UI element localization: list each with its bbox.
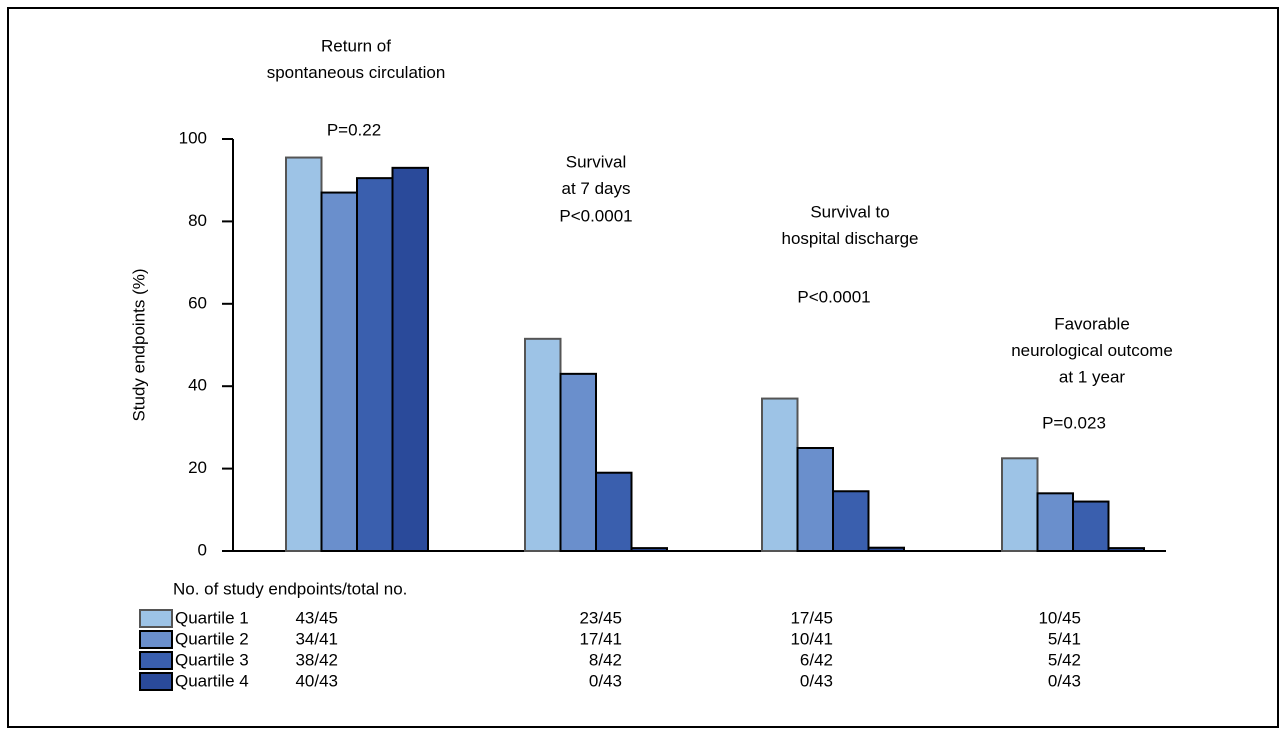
p-value: P<0.0001 — [559, 206, 632, 225]
legend-label: Quartile 3 — [175, 650, 249, 669]
group-title: at 1 year — [1059, 367, 1125, 386]
legend-swatch — [139, 609, 173, 628]
table-cell: 17/45 — [790, 608, 833, 627]
bar — [867, 546, 905, 552]
group-title: Survival — [566, 152, 626, 171]
bar — [761, 397, 799, 552]
bar — [356, 177, 394, 552]
y-axis-title: Study endpoints (%) — [129, 268, 148, 421]
p-value: P=0.22 — [327, 120, 381, 139]
bar — [595, 471, 633, 552]
frame — [7, 7, 1279, 728]
bar — [1107, 547, 1145, 553]
y-tick-label: 80 — [188, 211, 207, 230]
table-cell: 10/45 — [1038, 608, 1081, 627]
table-cell: 5/42 — [1048, 650, 1081, 669]
table-cell: 17/41 — [579, 629, 622, 648]
legend-swatch — [139, 672, 173, 691]
table-cell: 43/45 — [295, 608, 338, 627]
legend-label: Quartile 4 — [175, 671, 249, 690]
group-title: Survival to — [810, 202, 889, 221]
group-title: neurological outcome — [1011, 341, 1173, 360]
table-cell: 0/43 — [800, 671, 833, 690]
table-cell: 8/42 — [589, 650, 622, 669]
group-title: spontaneous circulation — [267, 63, 446, 82]
legend-label: Quartile 1 — [175, 608, 249, 627]
bar — [391, 166, 429, 552]
y-tick-label: 0 — [198, 540, 207, 559]
bar — [285, 156, 323, 552]
bar — [832, 490, 870, 553]
legend-label: Quartile 2 — [175, 629, 249, 648]
group-title: at 7 days — [562, 179, 631, 198]
group-title: hospital discharge — [781, 229, 918, 248]
y-tick-label: 100 — [179, 128, 207, 147]
y-tick-label: 20 — [188, 458, 207, 477]
group-title: Return of — [321, 36, 391, 55]
bar — [1036, 492, 1074, 553]
y-tick-label: 60 — [188, 293, 207, 312]
bar — [559, 372, 597, 552]
legend-swatch — [139, 630, 173, 649]
bar — [524, 337, 562, 552]
table-cell: 5/41 — [1048, 629, 1081, 648]
p-value: P=0.023 — [1042, 413, 1106, 432]
y-tick-label: 40 — [188, 376, 207, 395]
table-cell: 6/42 — [800, 650, 833, 669]
table-cell: 0/43 — [1048, 671, 1081, 690]
table-cell: 40/43 — [295, 671, 338, 690]
table-cell: 0/43 — [589, 671, 622, 690]
bar — [1001, 457, 1039, 552]
table-cell: 10/41 — [790, 629, 833, 648]
p-value: P<0.0001 — [797, 287, 870, 306]
table-header: No. of study endpoints/total no. — [173, 579, 407, 598]
table-cell: 23/45 — [579, 608, 622, 627]
bar — [320, 191, 358, 552]
table-cell: 38/42 — [295, 650, 338, 669]
bar — [630, 547, 668, 553]
legend-swatch — [139, 651, 173, 670]
bar — [1072, 500, 1110, 552]
table-cell: 34/41 — [295, 629, 338, 648]
bar — [796, 447, 834, 552]
group-title: Favorable — [1054, 314, 1130, 333]
